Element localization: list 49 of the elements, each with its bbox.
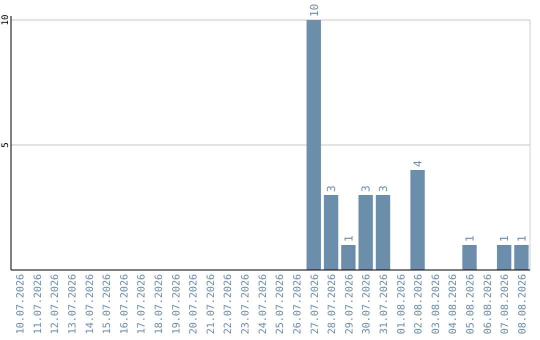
data-label: 1: [464, 235, 477, 242]
x-tick-label: 03.08.2026: [430, 274, 442, 334]
x-tick-label: 01.08.2026: [396, 274, 408, 334]
bar: [358, 195, 373, 270]
x-tick-label: 16.07.2026: [119, 274, 130, 334]
x-tick-label: 20.07.2026: [188, 274, 200, 334]
x-tick-label: 13.07.2026: [67, 274, 78, 334]
data-label: 3: [376, 185, 390, 192]
x-tick-label: 25.07.2026: [275, 274, 286, 334]
x-tick-label: 26.07.2026: [292, 274, 304, 334]
bar: [462, 245, 477, 270]
x-tick-label: 12.07.2026: [50, 274, 62, 334]
x-tick-label: 17.07.2026: [136, 274, 148, 334]
data-label: 3: [325, 185, 338, 192]
x-tick-label: 29.07.2026: [344, 274, 356, 334]
x-tick-label: 28.07.2026: [327, 274, 338, 334]
data-label: 4: [412, 160, 425, 167]
data-label: 10: [308, 4, 321, 17]
x-tick-label: 02.08.2026: [414, 274, 425, 334]
x-tick-label: 15.07.2026: [102, 274, 114, 334]
bar: [341, 245, 356, 270]
bar: [410, 170, 425, 270]
x-tick-label: 24.07.2026: [258, 274, 269, 334]
x-tick-label: 19.07.2026: [171, 274, 182, 334]
x-tick-label: 10.07.2026: [16, 274, 27, 334]
x-tick-label: 07.08.2026: [500, 274, 512, 334]
x-tick-label: 18.07.2026: [154, 274, 166, 334]
bar: [376, 195, 390, 270]
bar: [324, 195, 338, 270]
x-tick-label: 27.07.2026: [310, 274, 321, 334]
x-tick-label: 23.07.2026: [240, 274, 252, 334]
x-tick-label: 08.08.2026: [517, 274, 528, 334]
bar: [496, 245, 512, 270]
x-tick-label: 30.07.2026: [362, 274, 373, 334]
data-label: 1: [515, 235, 528, 242]
data-label: 3: [360, 185, 373, 192]
x-tick-label: 05.08.2026: [466, 274, 477, 334]
data-label: 1: [498, 235, 512, 242]
x-tick-label: 14.07.2026: [84, 274, 96, 334]
x-tick-label: 22.07.2026: [223, 274, 234, 334]
y-tick-label: 5: [1, 142, 11, 148]
bar: [306, 20, 321, 270]
x-tick-label: 11.07.2026: [32, 274, 44, 334]
x-tick-label: 06.08.2026: [482, 274, 494, 334]
x-tick-label: 21.07.2026: [206, 274, 217, 334]
x-tick-label: 31.07.2026: [378, 274, 390, 334]
data-label: 1: [342, 235, 356, 242]
x-tick-label: 04.08.2026: [448, 274, 460, 334]
bar: [514, 245, 529, 270]
